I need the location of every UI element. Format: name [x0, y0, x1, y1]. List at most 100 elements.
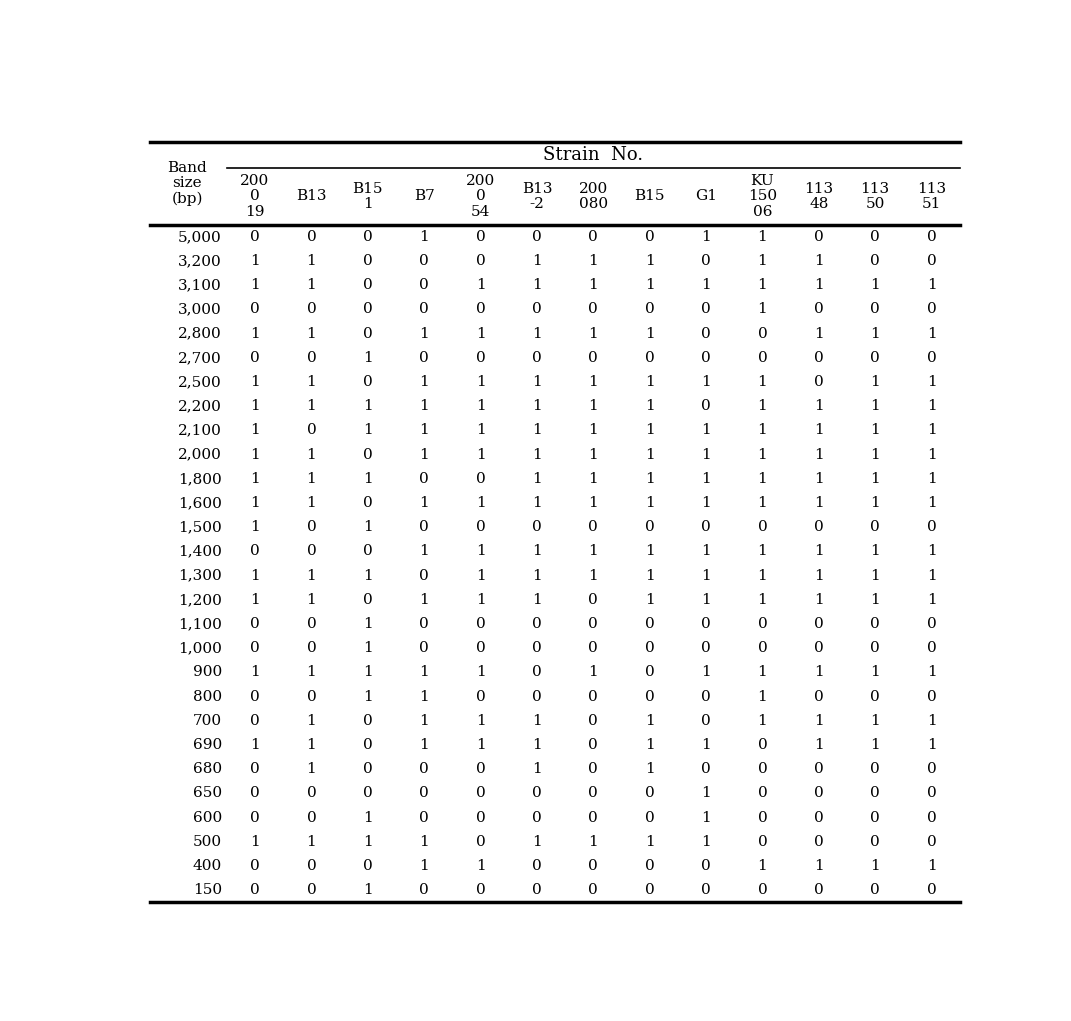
Text: 1: 1	[363, 811, 373, 825]
Text: 1: 1	[476, 424, 485, 437]
Text: 1: 1	[814, 424, 824, 437]
Text: 1: 1	[306, 375, 316, 389]
Text: 0: 0	[757, 617, 767, 631]
Text: 800: 800	[193, 689, 222, 703]
Text: 1: 1	[814, 666, 824, 679]
Text: 0: 0	[419, 617, 429, 631]
Text: 1: 1	[532, 254, 542, 269]
Text: 0: 0	[702, 859, 711, 873]
Text: 1: 1	[702, 593, 711, 606]
Text: 1: 1	[419, 859, 429, 873]
Text: 0: 0	[306, 786, 316, 800]
Text: 0: 0	[757, 811, 767, 825]
Text: 0: 0	[871, 763, 880, 776]
Text: 1: 1	[251, 399, 260, 414]
Text: 0: 0	[419, 763, 429, 776]
Text: 0: 0	[757, 521, 767, 534]
Text: 690: 690	[193, 738, 222, 752]
Text: 0: 0	[532, 859, 542, 873]
Text: 1: 1	[871, 569, 880, 583]
Text: 0: 0	[926, 521, 936, 534]
Text: 1: 1	[926, 399, 936, 414]
Text: 0: 0	[588, 641, 599, 655]
Text: 1: 1	[476, 666, 485, 679]
Text: 0: 0	[926, 641, 936, 655]
Text: 1: 1	[476, 496, 485, 510]
Text: 1: 1	[757, 569, 767, 583]
Text: 1: 1	[532, 279, 542, 292]
Text: 0: 0	[926, 883, 936, 897]
Text: 1: 1	[757, 399, 767, 414]
Text: 0: 0	[926, 786, 936, 800]
Text: B15
1: B15 1	[352, 182, 383, 211]
Text: 1: 1	[306, 738, 316, 752]
Text: 1: 1	[363, 569, 373, 583]
Text: 1: 1	[476, 544, 485, 558]
Text: 0: 0	[645, 786, 654, 800]
Text: 0: 0	[588, 351, 599, 364]
Text: 1: 1	[645, 738, 654, 752]
Text: 1: 1	[532, 447, 542, 461]
Text: 1: 1	[702, 496, 711, 510]
Text: 1: 1	[419, 399, 429, 414]
Text: 200
0
19: 200 0 19	[240, 175, 270, 218]
Text: 1: 1	[476, 375, 485, 389]
Text: 0: 0	[871, 689, 880, 703]
Text: 0: 0	[871, 786, 880, 800]
Text: 0: 0	[363, 327, 373, 341]
Text: 2,000: 2,000	[178, 447, 222, 461]
Text: 2,800: 2,800	[178, 327, 222, 341]
Text: 0: 0	[757, 835, 767, 848]
Text: 1: 1	[926, 859, 936, 873]
Text: 0: 0	[363, 859, 373, 873]
Text: 1: 1	[251, 593, 260, 606]
Text: 1: 1	[419, 327, 429, 341]
Text: 1: 1	[419, 496, 429, 510]
Text: 0: 0	[702, 714, 711, 728]
Text: 1: 1	[251, 521, 260, 534]
Text: 0: 0	[926, 763, 936, 776]
Text: 1: 1	[251, 835, 260, 848]
Text: 1: 1	[757, 593, 767, 606]
Text: 113
51: 113 51	[917, 182, 946, 211]
Text: 1: 1	[363, 521, 373, 534]
Text: 0: 0	[926, 617, 936, 631]
Text: 0: 0	[588, 521, 599, 534]
Text: 200
080: 200 080	[578, 182, 608, 211]
Text: 0: 0	[306, 811, 316, 825]
Text: 0: 0	[306, 544, 316, 558]
Text: 1: 1	[645, 496, 654, 510]
Text: 0: 0	[419, 641, 429, 655]
Text: B13: B13	[297, 190, 327, 203]
Text: 0: 0	[757, 738, 767, 752]
Text: 3,000: 3,000	[178, 302, 222, 317]
Text: 113
50: 113 50	[861, 182, 890, 211]
Text: 0: 0	[532, 351, 542, 364]
Text: 1: 1	[532, 399, 542, 414]
Text: 1,000: 1,000	[178, 641, 222, 655]
Text: 1: 1	[926, 375, 936, 389]
Text: 0: 0	[419, 254, 429, 269]
Text: 150: 150	[193, 883, 222, 897]
Text: 0: 0	[702, 254, 711, 269]
Text: 600: 600	[193, 811, 222, 825]
Text: 0: 0	[306, 883, 316, 897]
Text: 1: 1	[871, 472, 880, 486]
Text: 1: 1	[419, 593, 429, 606]
Text: 1: 1	[645, 375, 654, 389]
Text: 1: 1	[476, 279, 485, 292]
Text: 1: 1	[871, 424, 880, 437]
Text: 1: 1	[757, 689, 767, 703]
Text: 1,400: 1,400	[178, 544, 222, 558]
Text: 0: 0	[871, 617, 880, 631]
Text: 1: 1	[476, 569, 485, 583]
Text: 0: 0	[702, 399, 711, 414]
Text: 1: 1	[926, 424, 936, 437]
Text: 0: 0	[588, 714, 599, 728]
Text: 0: 0	[814, 230, 824, 244]
Text: 0: 0	[871, 883, 880, 897]
Text: 1: 1	[419, 544, 429, 558]
Text: 1: 1	[702, 279, 711, 292]
Text: 0: 0	[588, 811, 599, 825]
Text: 0: 0	[532, 302, 542, 317]
